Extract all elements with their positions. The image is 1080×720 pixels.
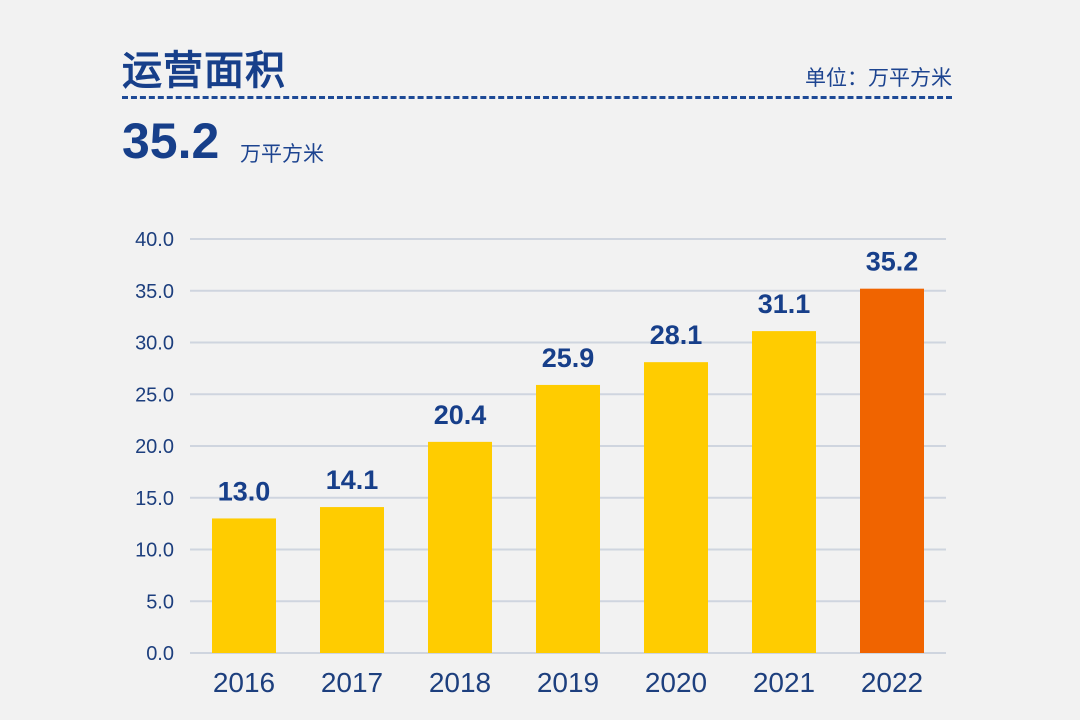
- x-tick-label: 2020: [645, 667, 707, 698]
- bar-2018: [428, 441, 492, 653]
- bar-2022: [860, 288, 924, 653]
- y-tick-label: 5.0: [146, 591, 174, 613]
- y-tick-label: 35.0: [135, 281, 174, 303]
- y-tick-label: 30.0: [135, 333, 174, 355]
- value-label: 31.1: [758, 289, 811, 319]
- bar-2016: [212, 518, 276, 653]
- value-label: 13.0: [218, 476, 271, 506]
- x-tick-label: 2021: [753, 667, 815, 698]
- dashed-divider: [122, 96, 952, 99]
- bar-2017: [320, 507, 384, 653]
- bar-2019: [536, 384, 600, 653]
- y-axis-ticks: 0.0 5.0 10.0 15.0 20.0 25.0 30.0 35.0 40.0: [135, 229, 174, 665]
- y-tick-label: 15.0: [135, 488, 174, 510]
- x-axis-ticks: 2016 2017 2018 2019 2020 2021 2022: [213, 667, 923, 698]
- value-label: 25.9: [542, 343, 595, 373]
- x-tick-label: 2018: [429, 667, 491, 698]
- chart-title: 运营面积: [122, 48, 286, 94]
- y-tick-label: 40.0: [135, 229, 174, 251]
- value-labels: 13.0 14.1 20.4 25.9 28.1 31.1 35.2: [218, 247, 919, 507]
- y-tick-label: 10.0: [135, 540, 174, 562]
- y-tick-label: 20.0: [135, 436, 174, 458]
- x-tick-label: 2017: [321, 667, 383, 698]
- y-tick-label: 25.0: [135, 384, 174, 406]
- bar-2021: [752, 331, 816, 653]
- x-tick-label: 2022: [861, 667, 923, 698]
- value-label: 35.2: [866, 247, 919, 277]
- highlight-value: 35.2: [122, 113, 220, 169]
- highlight-unit: 万平方米: [240, 142, 324, 166]
- y-tick-label: 0.0: [146, 643, 174, 665]
- x-tick-label: 2019: [537, 667, 599, 698]
- value-label: 14.1: [326, 465, 379, 495]
- x-tick-label: 2016: [213, 667, 275, 698]
- bar-2020: [644, 362, 708, 653]
- unit-label: 单位：万平方米: [805, 66, 952, 90]
- bars: [212, 288, 924, 653]
- value-label: 28.1: [650, 320, 703, 350]
- value-label: 20.4: [434, 400, 487, 430]
